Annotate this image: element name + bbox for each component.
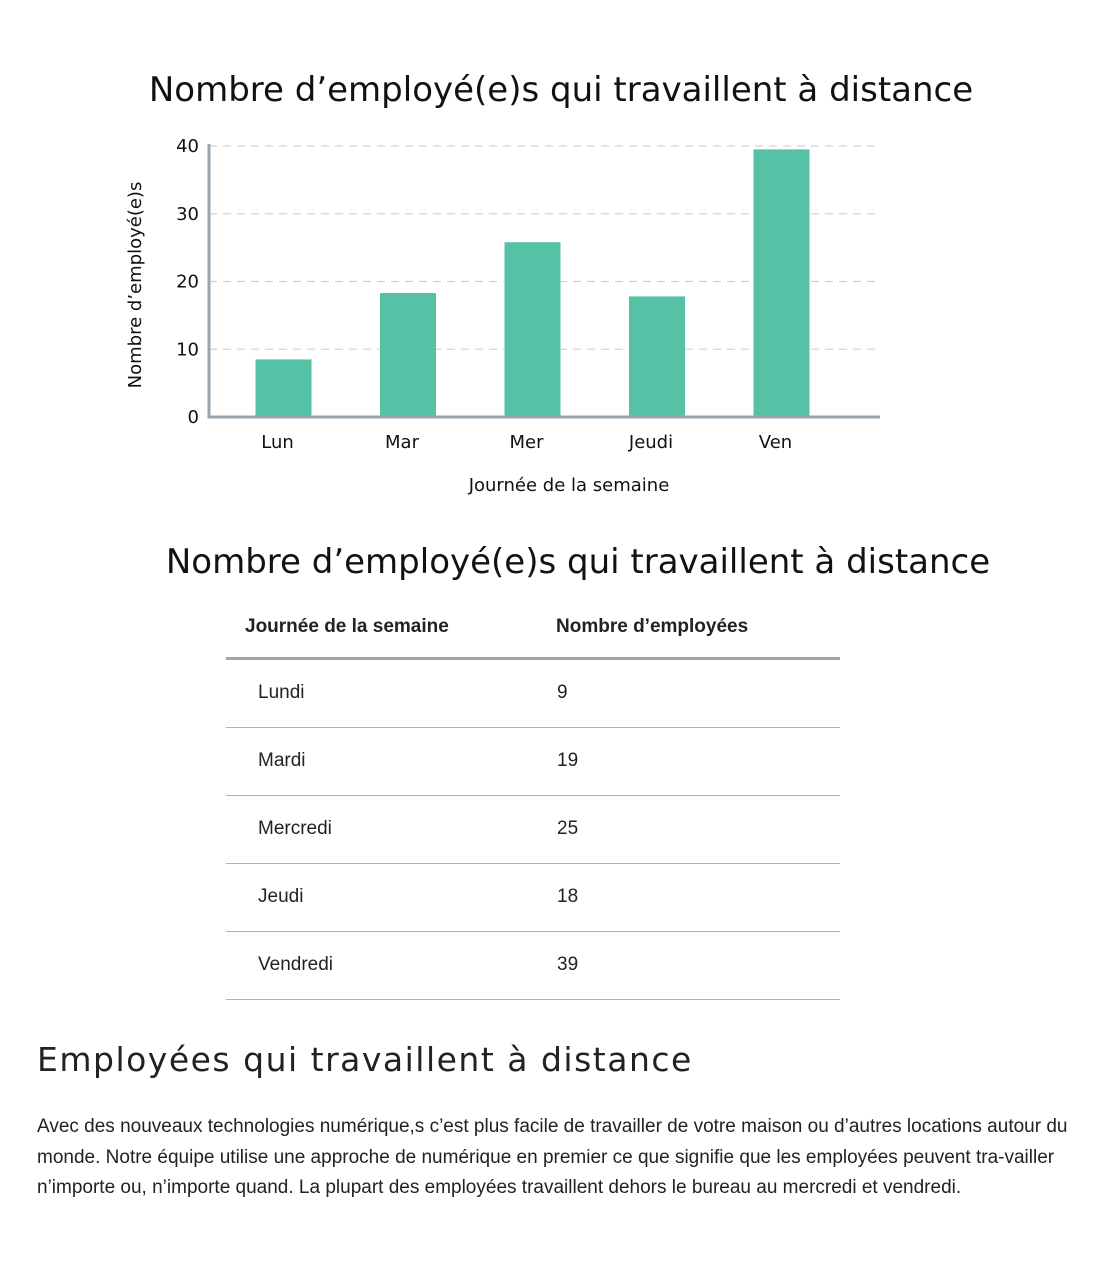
- table-cell-day: Lundi: [258, 682, 305, 703]
- column-header-count: Nombre d’employées: [556, 616, 749, 637]
- y-tick-label: 30: [176, 204, 199, 225]
- table-cell-count: 18: [557, 886, 579, 907]
- tick-labels: 0 10 20 30 40 Lun Mar Mer Jeudi Ven: [176, 136, 792, 453]
- table-row: Mardi 19: [226, 728, 840, 796]
- y-tick-label: 0: [188, 407, 199, 428]
- table-cell-day: Mercredi: [258, 818, 332, 839]
- table-row: Vendredi 39: [226, 932, 840, 1000]
- table-cell-count: 25: [557, 818, 579, 839]
- section-heading: Employées qui travaillent à distance: [37, 1040, 693, 1079]
- x-tick-label: Jeudi: [628, 432, 673, 453]
- table-row: Jeudi 18: [226, 864, 840, 932]
- x-tick-label: Lun: [261, 432, 294, 453]
- x-tick-label: Ven: [759, 432, 792, 453]
- bar: [629, 296, 685, 417]
- bar: [504, 242, 561, 417]
- x-tick-label: Mer: [509, 432, 544, 453]
- axes: [207, 144, 880, 419]
- bar: [255, 359, 312, 417]
- bar-chart: 0 10 20 30 40 Lun Mar Mer Jeudi Ven Journée de la…: [125, 136, 880, 496]
- y-tick-label: 40: [176, 136, 199, 157]
- table-cell-count: 19: [557, 750, 579, 771]
- bars: [255, 149, 810, 417]
- data-table: Journée de la semaine Nombre d’employées…: [226, 605, 840, 1000]
- table-cell-day: Vendredi: [258, 954, 334, 975]
- bar: [753, 149, 810, 417]
- table-cell-day: Mardi: [258, 750, 306, 771]
- table-cell-count: 39: [557, 954, 579, 975]
- body-paragraph: Avec des nouveaux technologies numérique…: [37, 1116, 1068, 1198]
- table-row: Mercredi 25: [226, 796, 840, 864]
- y-tick-label: 20: [176, 272, 199, 293]
- y-axis-label: Nombre d’employé(e)s: [125, 182, 146, 389]
- table-row: Lundi 9: [226, 660, 840, 728]
- x-tick-label: Mar: [385, 432, 420, 453]
- bar: [380, 293, 436, 417]
- chart-title: Nombre d’employé(e)s qui travaillent à d…: [148, 70, 974, 110]
- table-cell-day: Jeudi: [258, 886, 304, 907]
- table-title: Nombre d’employé(e)s qui travaillent à d…: [165, 542, 991, 582]
- table-header-row: Journée de la semaine Nombre d’employées: [226, 605, 840, 660]
- y-tick-label: 10: [176, 339, 199, 360]
- table-cell-count: 9: [557, 682, 568, 703]
- x-axis-label: Journée de la semaine: [468, 475, 670, 496]
- column-header-day: Journée de la semaine: [245, 616, 449, 637]
